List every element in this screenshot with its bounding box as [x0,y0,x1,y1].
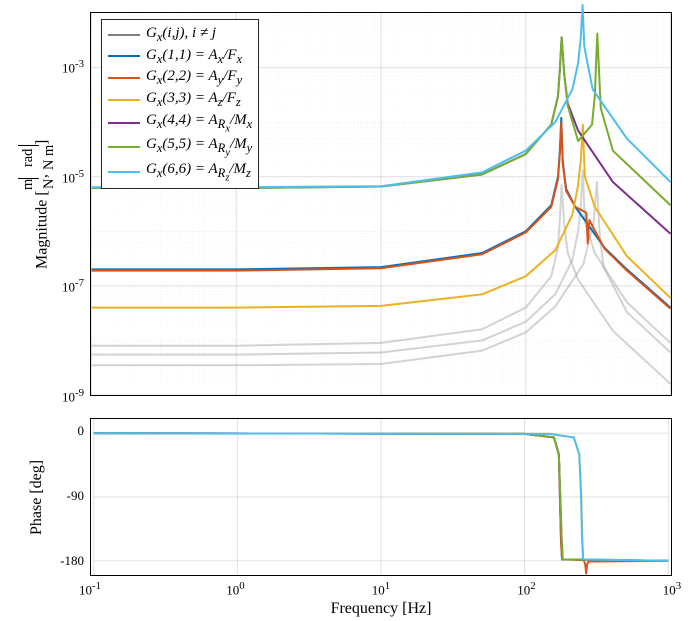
xtick-label: 10-1 [72,580,108,598]
phase-ylabel: Phase [deg] [28,418,46,576]
legend-swatch [108,99,140,101]
phase-axes [90,418,672,576]
legend-item: Gx(i,j), i ≠ j [108,24,252,46]
legend-swatch [108,171,140,173]
xtick-label: 103 [654,580,690,598]
legend-label: Gx(6,6) = ARz/Mz [146,160,251,185]
legend-item: Gx(3,3) = Az/Fz [108,89,252,111]
legend-label: Gx(2,2) = Ay/Fy [146,67,242,89]
legend-swatch [108,34,140,36]
phase-xlabel: Frequency [Hz] [90,600,672,618]
legend-label: Gx(i,j), i ≠ j [146,24,216,46]
ytick-label: 10-3 [62,58,84,76]
ytick-label: 10-9 [62,387,84,405]
legend-swatch [108,77,140,79]
legend-label: Gx(3,3) = Az/Fz [146,89,241,111]
xtick-label: 102 [509,580,545,598]
legend: Gx(i,j), i ≠ jGx(1,1) = Ax/FxGx(2,2) = A… [101,19,259,189]
legend-item: Gx(1,1) = Ax/Fx [108,46,252,68]
ytick-label: 0 [78,423,85,439]
legend-swatch [108,146,140,148]
xtick-label: 101 [363,580,399,598]
magnitude-ylabel: Magnitude [mN, radN m] [18,12,60,396]
legend-item: Gx(4,4) = ARx/Mx [108,111,252,136]
legend-item: Gx(2,2) = Ay/Fy [108,67,252,89]
legend-label: Gx(4,4) = ARx/Mx [146,111,252,136]
legend-label: Gx(1,1) = Ax/Fx [146,46,242,68]
legend-item: Gx(5,5) = ARy/My [108,135,252,160]
legend-label: Gx(5,5) = ARy/My [146,135,252,160]
bode-figure: Magnitude [mN, radN m] Phase [deg] Frequ… [0,0,696,621]
ytick-label: -180 [60,553,84,569]
ytick-label: 10-7 [62,277,84,295]
ytick-label: 10-5 [62,168,84,186]
legend-item: Gx(6,6) = ARz/Mz [108,160,252,185]
ytick-label: -90 [67,488,84,504]
legend-swatch [108,55,140,57]
xtick-label: 100 [218,580,254,598]
legend-swatch [108,122,140,124]
